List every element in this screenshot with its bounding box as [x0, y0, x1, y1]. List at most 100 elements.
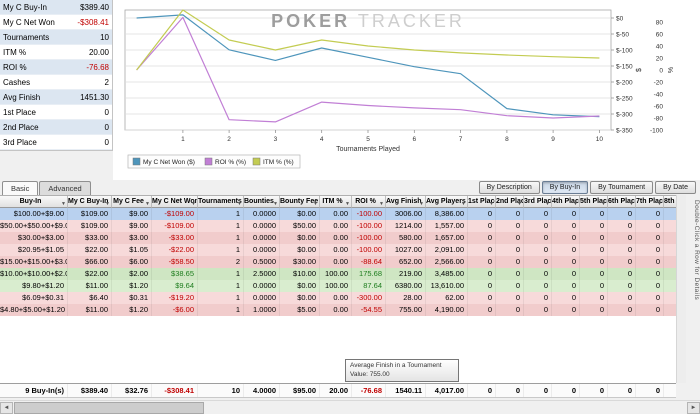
vertical-scrollbar[interactable] [676, 195, 686, 383]
column-header[interactable]: 7th Place ▼ [636, 196, 664, 208]
dollar-tick-label: $0 [616, 15, 624, 22]
column-filter-icon[interactable]: ▼ [601, 201, 606, 207]
table-cell: 0 [552, 304, 580, 316]
column-filter-icon[interactable]: ▼ [489, 201, 494, 207]
column-filter-icon[interactable]: ▼ [545, 201, 550, 207]
column-header-label: Avg Players [426, 198, 466, 205]
table-cell: $15.00+$15.00+$3.00 [0, 256, 68, 268]
table-cell: 0 [608, 244, 636, 256]
table-cell: $66.00 [68, 256, 112, 268]
table-row[interactable]: $6.09+$0.31 $6.40 $0.31 -$19.20 1 0.0000 $0.00… [0, 292, 676, 304]
table-cell: -$6.00 [152, 304, 198, 316]
column-header-label: Bounty Fee [280, 198, 319, 205]
table-cell: 0 [636, 256, 664, 268]
by-date-button[interactable]: By Date [655, 181, 696, 194]
summary-cell: -76.68 [352, 384, 386, 397]
column-header[interactable]: ITM % ▼ [320, 196, 352, 208]
horizontal-scroll-thumb[interactable] [14, 402, 204, 414]
column-filter-icon[interactable]: ▼ [61, 201, 66, 207]
table-cell: 0.0000 [244, 244, 280, 256]
table-row[interactable]: $100.00+$9.00 $109.00 $9.00 -$109.00 1 0.0000… [0, 208, 676, 220]
table-cell: 0 [580, 256, 608, 268]
column-filter-icon[interactable]: ▼ [419, 201, 424, 207]
scroll-left-arrow-icon[interactable]: ◄ [0, 402, 13, 414]
table-cell: $9.80+$1.20 [0, 280, 68, 292]
column-header[interactable]: 1st Place ▼ [468, 196, 496, 208]
stat-label: ROI % [3, 63, 27, 72]
column-filter-icon[interactable]: ▼ [191, 201, 196, 207]
column-header[interactable]: 2nd Place▼ [496, 196, 524, 208]
column-header[interactable]: Tournaments ▼ [198, 196, 244, 208]
table-cell: $38.65 [152, 268, 198, 280]
column-header[interactable]: 4th Place ▼ [552, 196, 580, 208]
percent-tick-label: -20 [654, 79, 664, 86]
table-cell: 0 [524, 256, 552, 268]
stat-value: 1451.30 [80, 93, 109, 102]
column-header[interactable]: Avg Finish ▼ [386, 196, 426, 208]
table-row[interactable]: $50.00+$50.00+$9.00 $109.00 $9.00 -$109.00 1… [0, 220, 676, 232]
scroll-right-arrow-icon[interactable]: ► [687, 402, 700, 414]
table-row[interactable]: $4.80+$5.00+$1.20 $11.00 $1.20 -$6.00 1 1.000… [0, 304, 676, 316]
by-buyin-button[interactable]: By Buy-In [541, 181, 589, 194]
percent-tick-label: 40 [656, 43, 664, 50]
table-cell: -100.00 [352, 208, 386, 220]
dollar-tick-label: $-350 [616, 127, 633, 134]
column-header[interactable]: My C Fee ▼ [112, 196, 152, 208]
table-cell: 0 [636, 208, 664, 220]
column-filter-icon[interactable]: ▼ [345, 201, 350, 207]
summary-cell: 20.00 [320, 384, 352, 397]
by-tournament-button[interactable]: By Tournament [590, 181, 654, 194]
column-filter-icon[interactable]: ▼ [237, 201, 242, 207]
table-row[interactable]: $9.80+$1.20 $11.00 $1.20 $9.64 1 0.0000 $0.00 1… [0, 280, 676, 292]
summary-cell: 0 [580, 384, 608, 397]
column-header[interactable]: Bounty Fee ▼ [280, 196, 320, 208]
x-tick-label: 6 [412, 136, 416, 143]
column-header[interactable]: ROI % ▼ [352, 196, 386, 208]
summary-cell: $95.00 [280, 384, 320, 397]
table-cell: 1,657.00 [426, 232, 468, 244]
table-cell: $100.00+$9.00 [0, 208, 68, 220]
table-row[interactable]: $30.00+$3.00 $33.00 $3.00 -$33.00 1 0.0000 $0.… [0, 232, 676, 244]
column-header[interactable]: My C Buy-In ▼ [68, 196, 112, 208]
by-description-button[interactable]: By Description [478, 181, 540, 194]
column-header[interactable]: Bounties ▼ [244, 196, 280, 208]
column-header[interactable]: 3rd Place▼ [524, 196, 552, 208]
column-filter-icon[interactable]: ▼ [461, 201, 466, 207]
table-cell: 0 [496, 304, 524, 316]
column-filter-icon[interactable]: ▼ [517, 201, 522, 207]
horizontal-scrollbar[interactable]: ◄ ► [0, 400, 700, 414]
table-row[interactable]: $20.95+$1.05 $22.00 $1.05 -$22.00 1 0.0000 $0.… [0, 244, 676, 256]
column-header[interactable]: Buy-In ▼ [0, 196, 68, 208]
table-cell: $22.00 [68, 268, 112, 280]
column-filter-icon[interactable]: ▼ [657, 201, 662, 207]
table-cell: 0 [608, 268, 636, 280]
column-filter-icon[interactable]: ▼ [273, 201, 278, 207]
column-filter-icon[interactable]: ▼ [629, 201, 634, 207]
tab-advanced[interactable]: Advanced [39, 181, 91, 195]
table-row[interactable]: $15.00+$15.00+$3.00 $66.00 $6.00 -$58.50 2 0.… [0, 256, 676, 268]
stat-value: -76.68 [86, 63, 109, 72]
table-cell: 0 [552, 280, 580, 292]
table-cell: 100.00 [320, 280, 352, 292]
stat-row: 1st Place 0 [0, 105, 112, 120]
column-filter-icon[interactable]: ▼ [379, 201, 384, 207]
table-cell: -$109.00 [152, 208, 198, 220]
table-cell: 0.0000 [244, 232, 280, 244]
table-row[interactable]: $10.00+$10.00+$2.00 $22.00 $2.00 $38.65 1 2.5… [0, 268, 676, 280]
column-header[interactable]: My C Net Won ▼ [152, 196, 198, 208]
column-header[interactable]: 8th Place▼ [664, 196, 676, 208]
column-header-label: 8th Place [664, 198, 676, 205]
column-header[interactable]: Avg Players ▼ [426, 196, 468, 208]
column-header[interactable]: 5th Place ▼ [580, 196, 608, 208]
x-tick-label: 10 [596, 136, 604, 143]
column-header[interactable]: 6th Place ▼ [608, 196, 636, 208]
table-cell: 0 [468, 292, 496, 304]
tab-basic[interactable]: Basic [2, 181, 39, 195]
summary-cell: 0 [636, 384, 664, 397]
stat-value: 0 [104, 138, 109, 147]
column-filter-icon[interactable]: ▼ [145, 201, 150, 207]
column-filter-icon[interactable]: ▼ [573, 201, 578, 207]
column-filter-icon[interactable]: ▼ [313, 201, 318, 207]
column-filter-icon[interactable]: ▼ [105, 201, 110, 207]
percent-tick-label: 60 [656, 31, 664, 38]
